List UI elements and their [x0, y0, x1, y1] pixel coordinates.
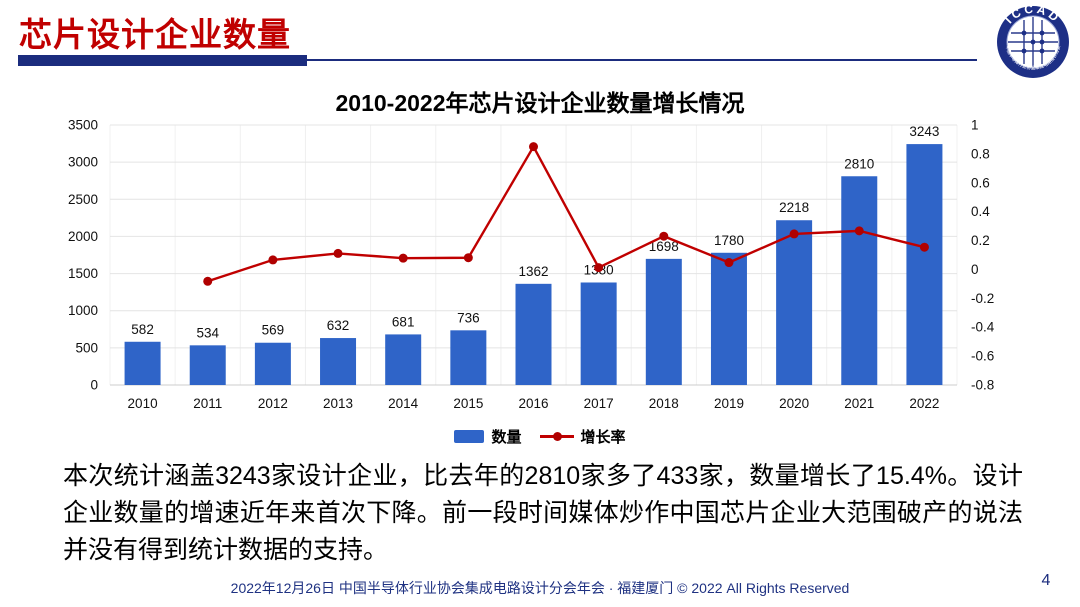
growth-rate-marker [333, 248, 343, 258]
x-axis-label-2012: 2012 [258, 396, 288, 411]
right-axis-tick: -0.8 [971, 378, 994, 393]
bar-2022 [906, 144, 943, 385]
x-axis-label-2016: 2016 [518, 396, 548, 411]
bar-2019 [710, 252, 747, 385]
left-axis-tick: 2000 [68, 229, 98, 244]
growth-rate-line [207, 144, 925, 283]
x-axis-label-2019: 2019 [714, 396, 744, 411]
right-axis-tick: 0.8 [971, 146, 990, 161]
bar-2011 [189, 345, 226, 385]
left-axis-tick: 1000 [68, 303, 98, 318]
growth-rate-marker [203, 276, 213, 286]
bar-2021 [841, 176, 878, 385]
legend-label-quantity: 数量 [491, 429, 522, 446]
bar-label-2015: 736 [457, 310, 480, 325]
bar-2013 [320, 338, 357, 385]
bar-2012 [254, 342, 291, 385]
line-series-marker-icon [539, 432, 574, 441]
bar-2018 [645, 258, 682, 385]
bar-label-2013: 632 [327, 318, 350, 333]
left-axis-tick: 3500 [68, 118, 98, 133]
header-underline-thick [18, 55, 307, 66]
left-axis-tick: 3000 [68, 155, 98, 170]
bar-label-2022: 3243 [909, 124, 939, 139]
header-underline-thin [307, 59, 977, 61]
x-axis-label-2010: 2010 [128, 396, 158, 411]
right-axis-tick: 0.6 [971, 175, 990, 190]
footer-text: 2022年12月26日 中国半导体行业协会集成电路设计分会年会 · 福建厦门 ©… [230, 580, 850, 596]
bar-2014 [385, 334, 422, 385]
chart-legend: 数量 增长率 [0, 426, 1080, 447]
x-axis-label-2020: 2020 [779, 396, 809, 411]
left-axis-tick: 2500 [68, 192, 98, 207]
growth-rate-marker [529, 142, 538, 152]
growth-rate-marker [789, 229, 799, 239]
bar-label-2014: 681 [392, 314, 415, 329]
right-axis-tick: 0.2 [971, 233, 990, 248]
legend-item-quantity: 数量 [454, 426, 522, 447]
growth-rate-marker [854, 226, 864, 236]
x-axis-label-2021: 2021 [844, 396, 874, 411]
bar-2015 [450, 330, 487, 385]
bar-series-swatch-icon [454, 430, 485, 443]
bar-label-2019: 1780 [714, 233, 744, 248]
bar-label-2010: 582 [131, 322, 154, 337]
growth-rate-marker [463, 253, 473, 263]
right-axis-tick: -0.2 [971, 291, 994, 306]
bar-label-2020: 2218 [779, 200, 809, 215]
x-axis-label-2015: 2015 [453, 396, 483, 411]
line-series-dot-icon [552, 432, 562, 441]
chart-canvas: 0 500 1000 1500 2000 2500 3000 3500 1 0.8 0.6 0.4 0.… [68, 118, 995, 412]
x-axis-label-2022: 2022 [909, 396, 939, 411]
right-axis-tick: -0.6 [971, 349, 994, 364]
bar-label-2018: 1698 [649, 239, 679, 254]
x-axis-label-2011: 2011 [193, 396, 222, 411]
x-axis-label-2014: 2014 [388, 396, 419, 411]
bar-label-2012: 569 [262, 323, 285, 338]
bar-label-2016: 1362 [518, 264, 548, 279]
bar-2016 [515, 283, 552, 385]
growth-rate-marker [268, 255, 278, 265]
bar-2017 [580, 282, 617, 385]
bar-2010 [124, 341, 161, 385]
x-axis-label-2018: 2018 [649, 396, 679, 411]
growth-rate-marker [398, 253, 408, 263]
bar-label-2011: 534 [196, 325, 219, 340]
right-axis-tick: -0.4 [971, 320, 995, 335]
chart-title: 2010-2022年芯片设计企业数量增长情况 [335, 90, 745, 116]
right-axis-tick: 1 [971, 118, 979, 133]
right-axis-tick: 0.4 [971, 204, 990, 219]
growth-rate-marker [659, 231, 669, 241]
bar-2020 [776, 220, 813, 385]
page-title: 芯片设计企业数量 [19, 16, 291, 53]
x-axis-label-2017: 2017 [584, 396, 614, 411]
growth-rate-marker [919, 242, 929, 252]
bar-label-2021: 2810 [844, 156, 874, 171]
body-paragraph: 本次统计涵盖3243家设计企业，比去年的2810家多了433家，数量增长了15.… [63, 462, 1023, 564]
iccad-logo-icon: ICCAD 中国半导体行业协会集成电路设计分会 [997, 5, 1069, 78]
left-axis-tick: 0 [90, 378, 98, 393]
growth-rate-marker [724, 258, 734, 268]
x-axis-label-2013: 2013 [323, 396, 353, 411]
left-axis-tick: 1500 [68, 266, 98, 281]
legend-item-growth-rate: 增长率 [539, 426, 626, 447]
page-number: 4 [1041, 572, 1051, 589]
growth-rate-marker [594, 263, 604, 273]
legend-label-growth-rate: 增长率 [580, 429, 626, 446]
right-axis-tick: 0 [971, 262, 979, 277]
left-axis-tick: 500 [75, 340, 98, 355]
